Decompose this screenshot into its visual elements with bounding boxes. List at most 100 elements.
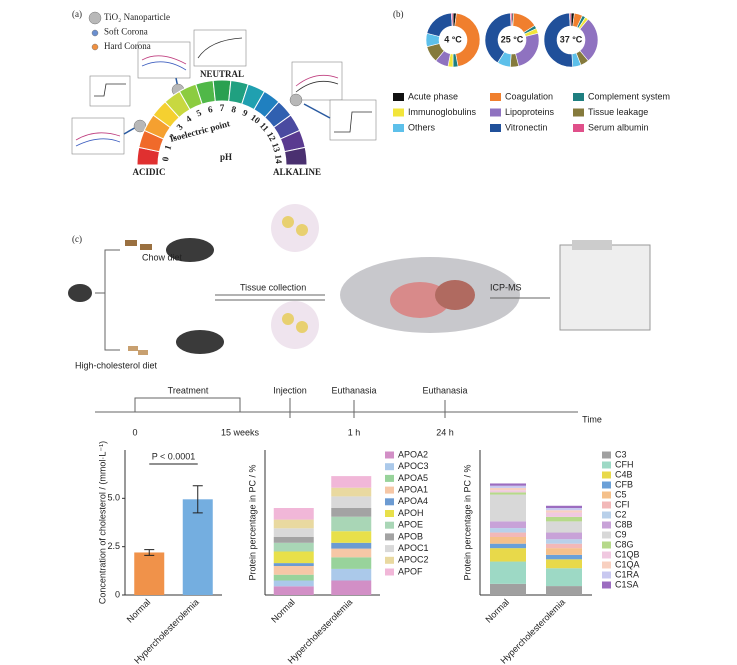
- event-label: Euthanasia: [422, 385, 467, 395]
- bar-segment: [273, 519, 314, 529]
- legend-swatch: [385, 498, 394, 506]
- bar-segment: [331, 476, 372, 488]
- legend-swatch: [602, 551, 611, 559]
- ph-tick-label: 6: [207, 104, 214, 115]
- legend-swatch: [385, 568, 394, 576]
- bar-segment: [331, 508, 372, 517]
- bar-segment: [273, 508, 314, 520]
- pie-label: 37 °C: [560, 34, 583, 44]
- legend-label: C3: [615, 449, 627, 459]
- bar-segment: [546, 508, 582, 511]
- legend-swatch: [490, 108, 501, 117]
- time-axis-label: Time: [582, 414, 602, 424]
- legend-swatch: [385, 521, 394, 529]
- legend-swatch: [602, 511, 611, 519]
- legend-swatch: [602, 571, 611, 579]
- pie-slice: [426, 12, 453, 37]
- pie-slice: [450, 12, 454, 27]
- legend-label: C8G: [615, 539, 634, 549]
- legend-swatch: [602, 451, 611, 459]
- acidic-label: ACIDIC: [132, 167, 165, 177]
- bar-segment: [546, 548, 582, 555]
- event-label: Treatment: [168, 385, 209, 395]
- pie-slice: [543, 12, 574, 68]
- ph-tick-label: 8: [231, 104, 238, 115]
- y-tick-label: 2.5: [107, 541, 120, 551]
- ph-tick-label: 13: [270, 142, 282, 154]
- bar-segment: [490, 487, 526, 491]
- ph-tick-label: 14: [273, 154, 284, 164]
- y-tick-label: 0: [115, 589, 120, 599]
- legend-label: Hard Corona: [104, 41, 151, 51]
- legend-swatch: [393, 93, 404, 101]
- legend-label: Lipoproteins: [505, 107, 555, 117]
- legend-swatch: [602, 541, 611, 549]
- legend-label: APOC3: [398, 461, 429, 471]
- ph-tick-label: 4: [184, 113, 194, 124]
- bar-segment: [490, 537, 526, 544]
- bar-segment: [273, 551, 314, 564]
- bar-segment: [331, 548, 372, 558]
- bar-segment: [546, 532, 582, 540]
- bar-segment: [273, 580, 314, 587]
- inset-plots: [71, 29, 377, 155]
- bar-segment: [490, 494, 526, 522]
- legend-label: APOE: [398, 520, 423, 530]
- legend-label: Vitronectin: [505, 122, 547, 132]
- bar-segment: [273, 528, 314, 537]
- legend-swatch: [573, 108, 584, 117]
- diet-label: High-cholesterol diet: [75, 360, 158, 370]
- bar-segment: [546, 559, 582, 569]
- bar-segment: [490, 483, 526, 486]
- nanoparticles: [88, 11, 303, 133]
- bar-segment: [546, 543, 582, 549]
- bar-segment: [546, 510, 582, 513]
- bar-segment: [490, 543, 526, 549]
- bar-segment: [331, 557, 372, 569]
- flow-lines: [95, 249, 578, 418]
- y-axis-label: Concentration of cholesterol / (mmol·L⁻¹…: [97, 441, 107, 604]
- legend-swatch: [602, 481, 611, 489]
- legend-swatch: [602, 531, 611, 539]
- time-label: 24 h: [436, 427, 454, 437]
- legend-swatch: [385, 510, 394, 517]
- bar-segment: [273, 586, 314, 595]
- ph-tick-label: 3: [174, 122, 185, 132]
- legend-swatch: [490, 124, 501, 132]
- ph-tick-label: 9: [241, 108, 250, 119]
- y-axis-label: Protein percentage in PC / %: [462, 464, 472, 580]
- legend-label: APOF: [398, 566, 423, 576]
- legend-swatch: [385, 474, 394, 482]
- legend-label: APOB: [398, 531, 423, 541]
- diet-label: Chow diet: [142, 252, 183, 262]
- legend-swatch: [385, 463, 394, 471]
- bar-segment: [273, 574, 314, 581]
- time-label: 0: [132, 427, 137, 437]
- legend-label: APOC2: [398, 555, 429, 565]
- legend-label: CFB: [615, 479, 633, 489]
- legend-label: C1QA: [615, 559, 640, 569]
- x-tick-label: Normal: [484, 597, 512, 625]
- ph-title: pH: [220, 152, 232, 162]
- legend-swatch: [602, 501, 611, 509]
- step-label: ICP-MS: [490, 282, 522, 292]
- legend-swatch: [385, 486, 394, 494]
- legend-label: CFI: [615, 499, 630, 509]
- isoelectric-label: Isoelectric point: [169, 118, 231, 144]
- bar-segment: [546, 521, 582, 533]
- ph-tick-label: 2: [167, 132, 178, 141]
- bar: [182, 499, 213, 595]
- bar-segment: [331, 542, 372, 549]
- x-tick-label: Normal: [269, 597, 297, 625]
- legend-label: Complement system: [588, 91, 670, 101]
- alkaline-label: ALKALINE: [273, 167, 321, 177]
- legend-label: C5: [615, 489, 627, 499]
- time-label: 1 h: [348, 427, 361, 437]
- legend-swatch: [602, 461, 611, 469]
- bar-segment: [546, 586, 582, 595]
- pie-slice: [454, 12, 481, 67]
- bar-segment: [546, 505, 582, 508]
- error-bar: [192, 485, 203, 514]
- legend-label: C1RA: [615, 569, 639, 579]
- mice: [68, 204, 651, 355]
